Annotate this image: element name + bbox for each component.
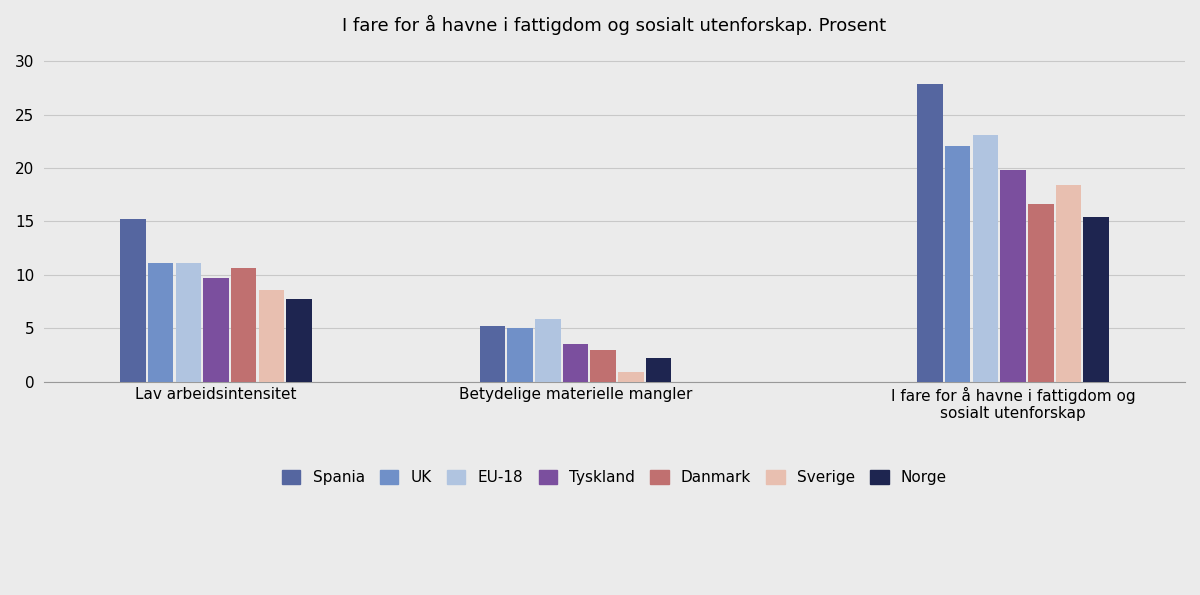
Bar xyxy=(259,290,284,382)
Bar xyxy=(1028,204,1054,382)
Bar xyxy=(618,372,643,382)
Legend: Spania, UK, EU-18, Tyskland, Danmark, Sverige, Norge: Spania, UK, EU-18, Tyskland, Danmark, Sv… xyxy=(275,462,955,493)
Bar xyxy=(944,146,971,382)
Bar xyxy=(535,319,560,382)
Title: I fare for å havne i fattigdom og sosialt utenforskap. Prosent: I fare for å havne i fattigdom og sosial… xyxy=(342,15,887,35)
Bar xyxy=(508,328,533,382)
Bar xyxy=(1056,185,1081,382)
Bar xyxy=(287,299,312,382)
Bar xyxy=(1084,217,1109,382)
Bar xyxy=(646,358,671,382)
Bar xyxy=(1001,170,1026,382)
Bar xyxy=(480,326,505,382)
Bar xyxy=(973,135,998,382)
Bar xyxy=(590,350,616,382)
Bar xyxy=(120,220,145,382)
Bar xyxy=(917,84,943,382)
Bar xyxy=(563,345,588,382)
Bar xyxy=(230,268,257,382)
Bar xyxy=(148,263,173,382)
Bar xyxy=(203,278,229,382)
Bar xyxy=(175,263,202,382)
